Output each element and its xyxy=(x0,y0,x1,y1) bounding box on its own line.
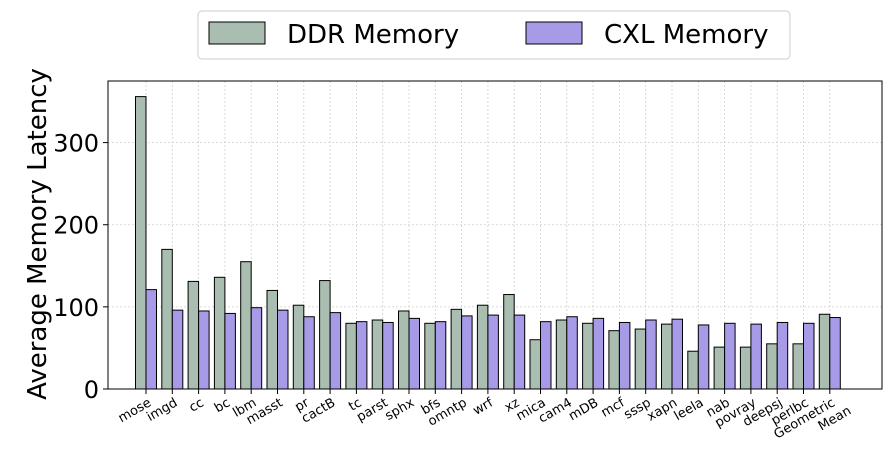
bar-cxl-memory xyxy=(250,307,263,390)
x-tick-label: sphx xyxy=(383,395,418,424)
y-axis-label: Average Memory Latency xyxy=(23,68,53,400)
legend-label-ddr-memory: DDR Memory xyxy=(287,20,459,50)
bar-ddr-memory xyxy=(555,319,568,390)
bar-ddr-memory xyxy=(661,323,673,390)
bar-cxl-memory xyxy=(750,323,762,390)
bars xyxy=(135,96,841,390)
x-tick-label: GeometricMean xyxy=(772,390,854,455)
bar-ddr-memory xyxy=(213,276,226,390)
bar-ddr-memory xyxy=(398,310,410,390)
bar-cxl-memory xyxy=(618,321,631,390)
bar-cxl-memory xyxy=(776,321,789,390)
bar-ddr-memory xyxy=(319,280,331,390)
bar-cxl-memory xyxy=(329,312,342,390)
bar-cxl-memory xyxy=(645,319,657,390)
x-tick-label: xz xyxy=(502,395,522,415)
bar-ddr-memory xyxy=(450,308,463,390)
bar-cxl-memory xyxy=(277,309,289,390)
bar-ddr-memory xyxy=(345,322,357,390)
bar-cxl-memory xyxy=(513,314,526,390)
bar-ddr-memory xyxy=(371,319,384,390)
y-tick-label: 100 xyxy=(53,294,99,322)
bar-cxl-memory xyxy=(829,317,841,390)
bar-ddr-memory xyxy=(240,261,252,390)
bar-ddr-memory xyxy=(476,304,489,390)
bar-ddr-memory xyxy=(135,96,147,390)
bar-cxl-memory xyxy=(566,316,578,390)
bar-ddr-memory xyxy=(687,350,699,390)
bar-ddr-memory xyxy=(161,248,173,390)
bar-cxl-memory xyxy=(382,321,394,390)
y-tick-label: 200 xyxy=(53,212,99,240)
bar-cxl-memory xyxy=(408,317,420,390)
bar-cxl-memory xyxy=(145,289,157,390)
legend-swatch-ddr-memory xyxy=(208,21,266,45)
bar-ddr-memory xyxy=(608,330,620,390)
axes xyxy=(103,142,831,394)
bar-cxl-memory xyxy=(540,321,552,390)
bar-ddr-memory xyxy=(766,343,778,390)
legend-frame xyxy=(197,10,791,60)
bar-cxl-memory xyxy=(697,324,710,390)
y-tick-label: 0 xyxy=(84,376,99,404)
bar-cxl-memory xyxy=(355,321,368,390)
y-tick-label: 300 xyxy=(53,130,99,158)
bar-ddr-memory xyxy=(187,280,200,390)
bar-cxl-memory xyxy=(671,318,683,390)
x-tick-label: mDB xyxy=(566,395,601,424)
bar-ddr-memory xyxy=(818,313,831,390)
legend: DDR Memory CXL Memory xyxy=(197,10,791,60)
bar-ddr-memory xyxy=(424,322,436,390)
bar-cxl-memory xyxy=(224,312,236,390)
bar-ddr-memory xyxy=(292,304,305,390)
bar-ddr-memory xyxy=(739,346,752,390)
legend-swatch-cxl-memory xyxy=(525,21,583,45)
x-tick-label: bc xyxy=(212,395,233,416)
bar-cxl-memory xyxy=(434,321,447,390)
bar-ddr-memory xyxy=(266,289,278,390)
x-tick-label: imgd xyxy=(144,395,180,424)
bar-ddr-memory xyxy=(503,294,515,390)
bar-cxl-memory xyxy=(592,317,605,390)
bar-ddr-memory xyxy=(713,346,726,390)
bar-ddr-memory xyxy=(582,322,594,390)
plot-frame xyxy=(107,80,883,390)
legend-label-cxl-memory: CXL Memory xyxy=(604,20,768,50)
x-tick-label: wrf xyxy=(471,395,497,418)
bar-ddr-memory xyxy=(792,343,804,390)
bar-cxl-memory xyxy=(461,315,473,390)
bar-cxl-memory xyxy=(303,316,315,390)
bar-ddr-memory xyxy=(634,328,647,390)
bar-cxl-memory xyxy=(724,322,736,390)
bar-cxl-memory xyxy=(171,309,184,390)
bar-cxl-memory xyxy=(487,314,499,390)
bar-cxl-memory xyxy=(198,310,210,390)
x-tick-label: cc xyxy=(187,395,207,415)
x-tick-label: leela xyxy=(672,395,707,424)
bar-ddr-memory xyxy=(529,339,541,390)
bar-cxl-memory xyxy=(803,322,815,390)
